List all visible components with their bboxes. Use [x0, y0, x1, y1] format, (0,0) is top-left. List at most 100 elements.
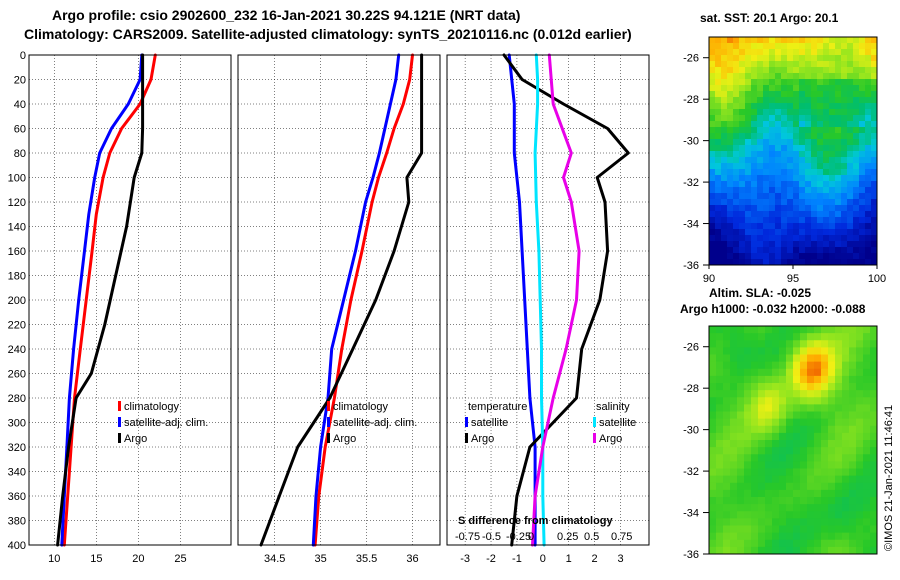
heatmap-cell	[871, 73, 878, 80]
series-line	[313, 53, 414, 547]
heatmap-cell	[709, 175, 716, 182]
heatmap-cell	[823, 91, 830, 98]
heatmap-cell	[853, 193, 860, 200]
heatmap-cell	[739, 253, 746, 260]
heatmap-cell	[805, 235, 812, 242]
heatmap-cell	[769, 79, 776, 86]
heatmap-cell	[733, 163, 740, 170]
heatmap-cell	[870, 475, 878, 484]
heatmap-cell	[745, 247, 752, 254]
heatmap-cell	[786, 383, 794, 391]
heatmap-cell	[779, 333, 787, 341]
heatmap-cell	[799, 61, 806, 68]
heatmap-cell	[727, 85, 734, 92]
heatmap-cell	[853, 103, 860, 110]
heatmap-cell	[811, 187, 818, 194]
heatmap-cell	[793, 475, 801, 484]
heatmap-cell	[800, 532, 808, 541]
heatmap-cell	[727, 103, 734, 110]
title-line-1: Argo profile: csio 2902600_232 16-Jan-20…	[52, 7, 520, 23]
heatmap-cell	[814, 447, 822, 455]
heatmap-cell	[709, 375, 717, 384]
heatmap-cell	[793, 368, 801, 377]
x-tick-label: 34.5	[264, 553, 285, 565]
x-tick-label: 95	[787, 273, 799, 285]
heatmap-cell	[849, 368, 857, 377]
heatmap-cell	[853, 223, 860, 230]
heatmap-cell	[751, 223, 758, 230]
heatmap-cell	[716, 347, 724, 355]
heatmap-cell	[709, 55, 716, 62]
heatmap-cell	[842, 461, 850, 469]
heatmap-cell	[842, 375, 850, 384]
heatmap-cell	[751, 354, 759, 363]
heatmap-cell	[716, 390, 724, 398]
heatmap-cell	[758, 333, 766, 341]
heatmap-cell	[835, 103, 842, 110]
heatmap-cell	[775, 157, 782, 164]
heatmap-cell	[763, 139, 770, 146]
heatmap-cell	[763, 127, 770, 134]
heatmap-cell	[758, 511, 766, 519]
y-tick-label: 380	[8, 516, 26, 528]
heatmap-cell	[859, 73, 866, 80]
heatmap-cell	[775, 241, 782, 248]
heatmap-cell	[757, 259, 764, 266]
heatmap-cell	[835, 482, 843, 491]
heatmap-cell	[716, 532, 724, 541]
heatmap-cell	[745, 121, 752, 128]
heatmap-cell	[842, 425, 850, 434]
heatmap-cell	[765, 432, 773, 441]
heatmap-cell	[828, 504, 836, 512]
heatmap-cell	[772, 504, 780, 512]
heatmap-cell	[828, 333, 836, 341]
heatmap-cell	[829, 235, 836, 242]
heatmap-cell	[730, 390, 738, 398]
heatmap-cell	[786, 489, 794, 498]
heatmap-cell	[763, 43, 770, 50]
heatmap-cell	[737, 447, 745, 455]
heatmap-cell	[787, 85, 794, 92]
heatmap-cell	[730, 397, 738, 405]
heatmap-cell	[817, 187, 824, 194]
heatmap-cell	[739, 175, 746, 182]
heatmap-cell	[787, 43, 794, 50]
heatmap-cell	[841, 211, 848, 218]
heatmap-cell	[835, 354, 843, 363]
heatmap-cell	[853, 79, 860, 86]
heatmap-cell	[723, 326, 731, 334]
heatmap-cell	[727, 205, 734, 212]
heatmap-cell	[835, 326, 843, 334]
heatmap-cell	[737, 404, 745, 412]
heatmap-cell	[807, 432, 815, 441]
heatmap-cell	[779, 404, 787, 412]
heatmap-cell	[805, 187, 812, 194]
heatmap-cell	[870, 440, 878, 448]
heatmap-cell	[786, 482, 794, 491]
heatmap-cell	[765, 354, 773, 363]
heatmap-cell	[805, 247, 812, 254]
heatmap-cell	[856, 418, 864, 427]
heatmap-cell	[841, 241, 848, 248]
heatmap-cell	[821, 497, 829, 505]
heatmap-cell	[758, 447, 766, 455]
heatmap-cell	[763, 145, 770, 152]
heatmap-cell	[814, 475, 822, 484]
heatmap-cell	[793, 482, 801, 491]
heatmap-cell	[745, 163, 752, 170]
heatmap-cell	[709, 169, 716, 176]
heatmap-cell	[775, 187, 782, 194]
heatmap-cell	[723, 397, 731, 405]
heatmap-cell	[793, 43, 800, 50]
heatmap-cell	[769, 151, 776, 158]
heatmap-cell	[751, 253, 758, 260]
heatmap-cell	[853, 259, 860, 266]
heatmap-cell	[814, 340, 822, 348]
x-tick-label: 35.5	[356, 553, 377, 565]
heatmap-cell	[835, 546, 843, 555]
heatmap-cell	[817, 169, 824, 176]
heatmap-cell	[814, 418, 822, 427]
heatmap-cell	[716, 504, 724, 512]
heatmap-cell	[853, 139, 860, 146]
heatmap-cell	[807, 511, 815, 519]
